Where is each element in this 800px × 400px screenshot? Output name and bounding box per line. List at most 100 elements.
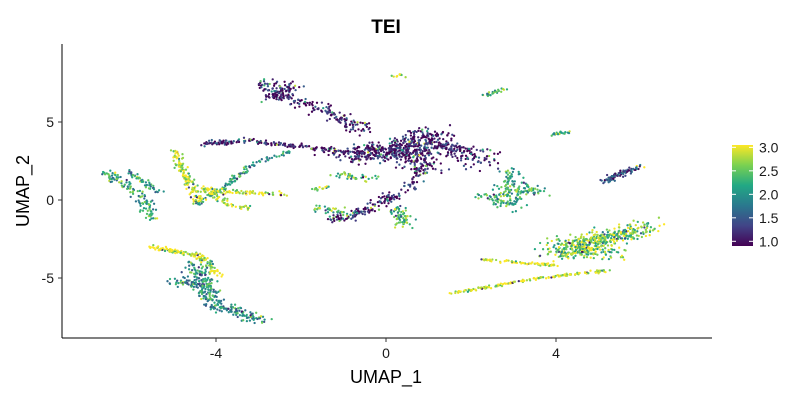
cell-point [188,271,192,274]
cell-point [494,203,497,206]
cell-point [582,238,585,241]
cell-point [263,84,266,87]
cell-point [354,177,357,181]
cell-point [275,93,279,96]
cell-point [640,225,643,228]
cell-point [214,294,217,298]
cell-point [259,139,262,143]
cell-point [125,178,128,182]
cell-point [285,194,289,197]
cell-point [407,146,411,150]
cell-point [341,151,345,154]
cell-point [192,190,195,193]
cell-point [637,167,640,171]
cell-point [367,149,371,152]
cell-point [308,101,312,104]
cell-point [351,121,354,125]
cell-point [369,152,372,156]
x-ticks: -4 0 4 [210,338,560,361]
cell-point [206,187,209,190]
cell-point [495,284,498,287]
cell-point [474,155,477,158]
cell-point [253,321,256,325]
cell-point [490,260,493,263]
cell-point [412,141,415,144]
cell-point [583,245,586,249]
cell-point [198,273,202,276]
cell-point [371,176,374,179]
y-tick-label: -5 [42,270,55,286]
cell-point [218,139,221,142]
cell-point [406,215,409,218]
cell-point [337,217,341,221]
cell-point [482,150,485,153]
cell-point [280,96,283,99]
cell-point [423,159,426,162]
cell-point [199,263,203,266]
cell-point [506,200,509,203]
cell-point [596,253,599,256]
cell-point [172,159,175,162]
cell-point [399,139,403,142]
cell-point [520,181,523,184]
cell-point [213,269,216,273]
cell-point [198,252,202,255]
cell-point [170,250,173,253]
cell-point [184,281,187,284]
cell-point [332,211,335,214]
cell-point [603,233,606,236]
cell-point [550,276,553,279]
cell-point [260,141,263,145]
cell-point [505,88,509,91]
cell-point [432,147,435,150]
cell-point [653,227,656,230]
cell-point [393,151,396,155]
cell-point [424,126,427,129]
y-tick-label: 5 [46,114,54,130]
cell-point [398,194,401,197]
cell-point [457,145,461,148]
cell-point [562,254,565,258]
cell-point [249,311,252,314]
cell-point [357,163,360,166]
cell-point [429,139,433,142]
cell-point [129,191,132,194]
cell-point [320,109,323,112]
cell-point [210,260,214,263]
cell-point [629,232,632,235]
cell-point [318,204,321,208]
cell-point [403,214,406,218]
cell-point [377,141,380,144]
cell-point [294,88,297,92]
cell-point [204,268,207,271]
cell-point [506,193,510,197]
cell-point [596,242,600,246]
cell-point [245,193,248,196]
cell-point [416,158,419,162]
cell-point [389,210,393,214]
cell-point [334,150,337,153]
cell-point [534,262,537,265]
cell-point [384,153,388,157]
cell-point [615,174,619,177]
cell-point [589,252,592,255]
cell-point [469,288,473,292]
cell-point [361,127,365,131]
cell-point [402,154,405,157]
cell-point [209,290,212,293]
cell-point [502,180,506,183]
cell-point [611,248,614,251]
cell-point [456,148,459,151]
cell-point [181,283,185,286]
cell-point [506,203,509,206]
cell-point [246,207,250,210]
cell-point [394,214,398,218]
cell-point [215,291,218,294]
cell-point [459,159,463,162]
cell-point [545,243,548,247]
cell-point [472,156,476,160]
cell-point [263,88,266,91]
cell-point [203,256,206,260]
cell-point [402,217,405,220]
cell-point [574,251,577,255]
